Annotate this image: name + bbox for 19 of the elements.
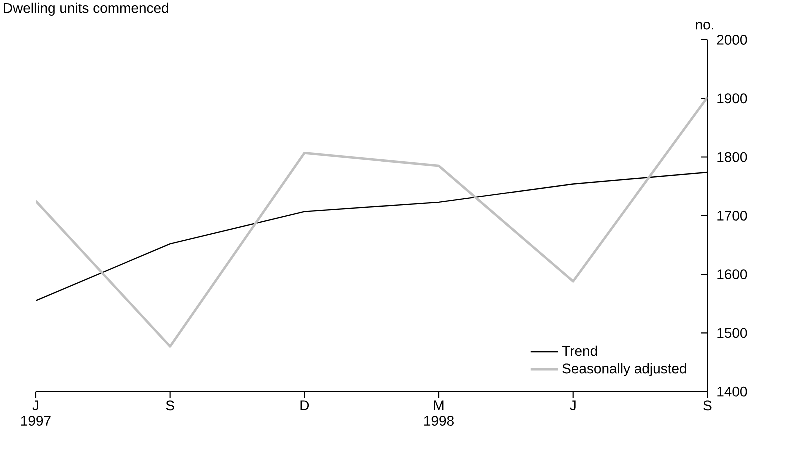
y-tick-label: 1800 [718,152,748,162]
x-tick-label: S [704,400,712,411]
y-tick-label: 1400 [718,386,748,397]
y-tick-label: 1500 [718,328,748,338]
legend-label: Trend [562,346,598,356]
x-tick-label: J [32,400,38,411]
legend-label: Seasonally adjusted [562,364,686,377]
y-axis-title: no. [696,22,714,30]
y-tick-label: 1700 [718,211,748,221]
y-tick-label: 2000 [717,35,748,46]
y-tick-label: 1900 [718,94,748,104]
x-tick-label: D [300,400,310,410]
text: 1997 [21,416,51,426]
x-tick-label: M [434,400,444,410]
chart-title: Dwelling units commenced [4,3,168,16]
x-tick-label: J [570,400,576,411]
text: 1998 [424,416,454,426]
x-tick-label: S [166,400,174,411]
y-tick-label: 1600 [718,270,748,280]
